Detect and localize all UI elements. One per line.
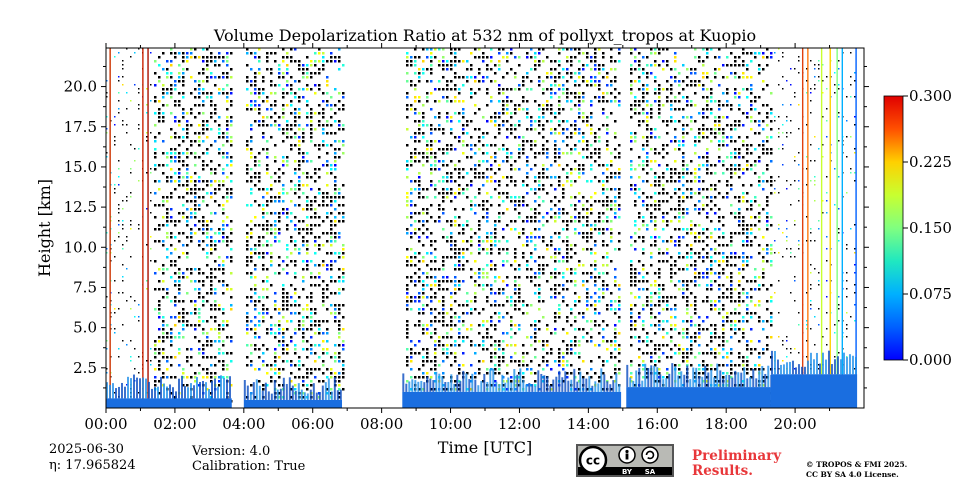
colorbar-tick-label: 0.225 xyxy=(909,153,952,171)
stripe-mark xyxy=(829,48,831,404)
y-tick-label: 5.0 xyxy=(73,319,97,337)
copyright-line-1: © TROPOS & FMI 2025. xyxy=(806,460,908,469)
y-axis: 2.5 5.0 7.5 10.0 12.5 15.0 17.5 20.0 xyxy=(64,65,869,389)
x-tick-label: 08:00 xyxy=(360,415,403,433)
preliminary-line-1: Preliminary xyxy=(692,448,782,464)
colorbar-tick-label: 0.300 xyxy=(909,87,952,105)
plot-area xyxy=(106,48,864,408)
x-axis: 00:00 02:00 04:00 06:00 08:00 10:00 12:00 14:00… xyxy=(84,43,831,433)
stripe-mark xyxy=(841,48,844,404)
colorbar-gradient xyxy=(883,95,904,361)
y-tick-label: 20.0 xyxy=(64,78,97,96)
stripe-mark xyxy=(147,48,149,404)
stripe-mark xyxy=(142,48,144,404)
copyright-line-2: CC BY SA 4.0 License. xyxy=(806,470,899,479)
colorbar: 0.000 0.075 0.150 0.225 0.300 xyxy=(883,87,952,369)
x-axis-label: Time [UTC] xyxy=(438,438,532,457)
x-tick-label: 14:00 xyxy=(567,415,610,433)
x-tick-label: 10:00 xyxy=(429,415,472,433)
surface-layer-mark xyxy=(770,374,858,408)
y-axis-label: Height [km] xyxy=(35,179,54,277)
copyright-notice: © TROPOS & FMI 2025. CC BY SA 4.0 Licens… xyxy=(806,460,907,480)
y-tick-label: 10.0 xyxy=(64,238,97,256)
x-tick-label: 06:00 xyxy=(291,415,334,433)
colorbar-tick-label: 0.075 xyxy=(909,285,952,303)
date-label: 2025-06-30 xyxy=(49,442,124,457)
chart-title: Volume Depolarization Ratio at 532 nm of… xyxy=(213,26,756,45)
colorbar-tick-label: 0.000 xyxy=(909,351,952,369)
x-tick-label: 18:00 xyxy=(705,415,748,433)
surface-layer-mark xyxy=(626,387,771,408)
cc-logo-text: cc xyxy=(586,454,600,468)
y-tick-label: 7.5 xyxy=(73,278,97,296)
y-tick-label: 12.5 xyxy=(64,198,97,216)
sa-label: SA xyxy=(645,468,656,476)
colorbar-tick-label: 0.150 xyxy=(909,219,952,237)
stripe-mark xyxy=(801,48,804,404)
version-label: Version: 4.0 xyxy=(192,444,271,459)
x-tick-label: 12:00 xyxy=(498,415,541,433)
x-tick-label: 02:00 xyxy=(153,415,196,433)
calibration-label: Calibration: True xyxy=(192,459,306,474)
by-label: BY xyxy=(622,468,633,476)
preliminary-line-2: Results. xyxy=(692,463,753,479)
surface-layer-mark xyxy=(106,398,232,408)
stripe-mark xyxy=(855,48,857,404)
preliminary-results-label: Preliminary Results. xyxy=(692,449,781,479)
x-tick-label: 04:00 xyxy=(222,415,265,433)
x-tick-label: 20:00 xyxy=(773,415,816,433)
x-tick-label: 00:00 xyxy=(84,415,127,433)
stripe-mark xyxy=(807,48,809,404)
stripe-mark xyxy=(109,48,111,404)
surface-layer-mark xyxy=(243,399,343,408)
cc-logo-icon xyxy=(578,445,608,475)
stripe-mark xyxy=(836,48,838,404)
y-tick-label: 15.0 xyxy=(64,158,97,176)
cc-license-badge: cc BY SA xyxy=(576,444,674,477)
surface-layer-mark xyxy=(402,391,622,408)
x-tick-label: 16:00 xyxy=(636,415,679,433)
stripe-mark xyxy=(820,48,823,404)
sa-share-alike-icon xyxy=(641,446,659,464)
y-tick-label: 2.5 xyxy=(73,359,97,377)
eta-label: η: 17.965824 xyxy=(49,458,136,473)
y-tick-label: 17.5 xyxy=(64,118,97,136)
